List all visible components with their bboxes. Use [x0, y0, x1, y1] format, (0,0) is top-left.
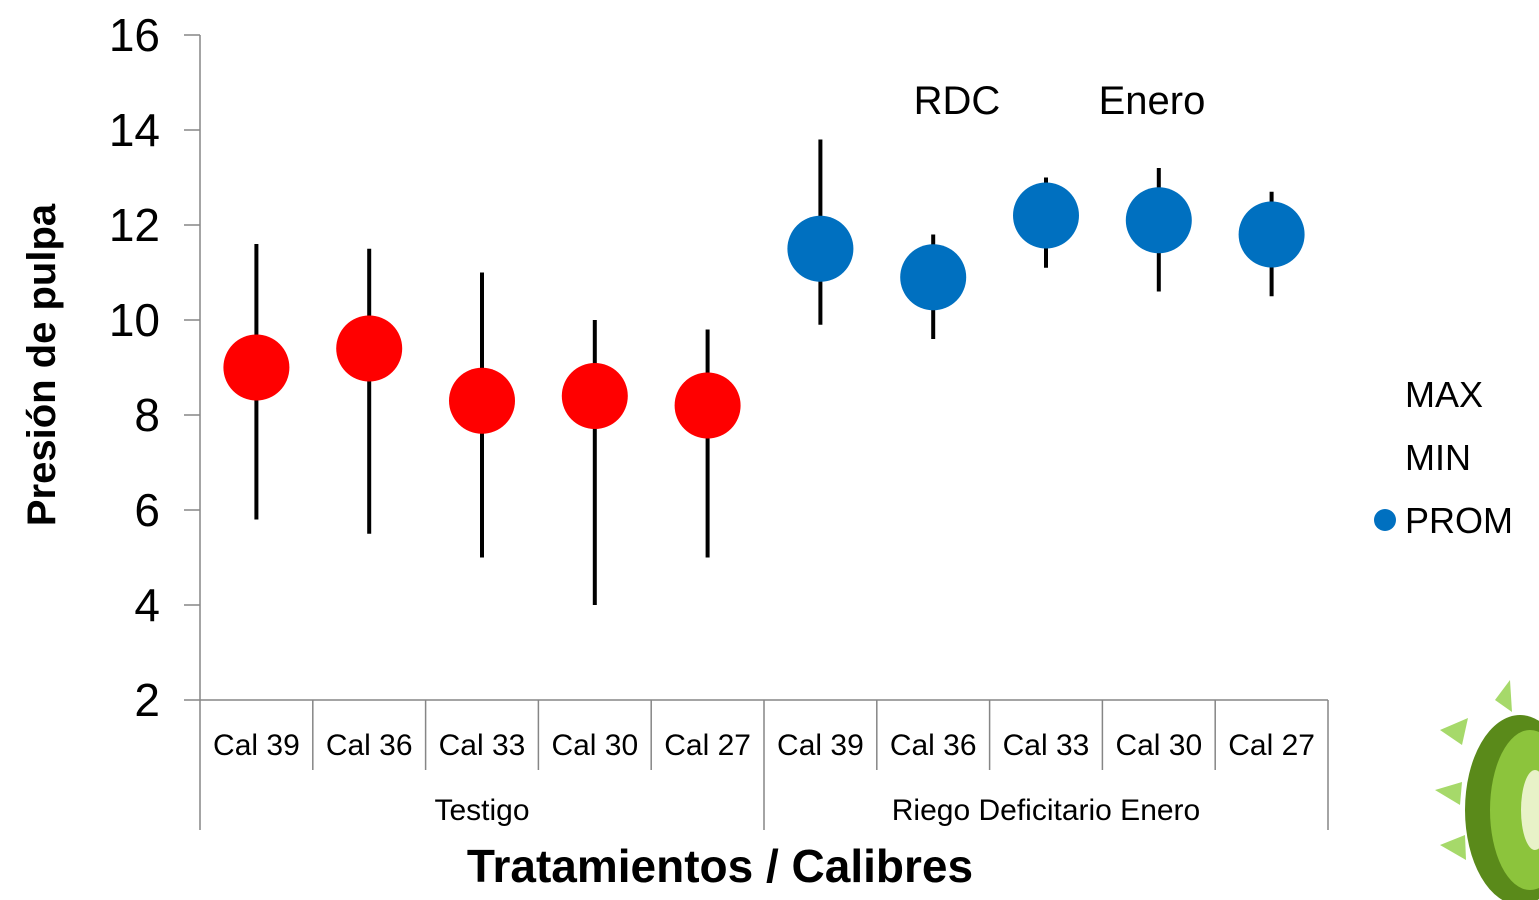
y-tick-label: 14: [109, 104, 160, 156]
x-axis-title: Tratamientos / Calibres: [467, 840, 973, 892]
x-category-label: Cal 33: [1003, 729, 1090, 762]
y-tick-label: 8: [134, 389, 160, 441]
y-axis-title: Presión de pulpa: [20, 203, 64, 526]
x-category-label: Cal 33: [439, 729, 526, 762]
y-tick-label: 12: [109, 199, 160, 251]
prom-point: [449, 367, 515, 434]
x-category-label: Cal 39: [777, 729, 864, 762]
y-tick-label: 6: [134, 484, 160, 536]
legend: MAX MIN PROM: [1374, 374, 1513, 541]
y-tick-label: 4: [134, 579, 160, 631]
prom-point: [1238, 201, 1305, 268]
prom-point: [1125, 187, 1192, 254]
y-tick-label: 2: [134, 674, 160, 726]
x-group-label: Riego Deficitario Enero: [892, 794, 1200, 827]
legend-entry-min: MIN: [1405, 437, 1471, 478]
prom-point: [787, 215, 854, 282]
kiwi-logo: [1435, 680, 1539, 900]
prom-point: [674, 372, 741, 439]
prom-point: [1013, 182, 1079, 249]
prom-point: [561, 363, 628, 429]
x-group-label: Testigo: [434, 794, 529, 827]
annotation-rdc: RDC: [914, 79, 1001, 123]
y-tick-label: 16: [109, 9, 160, 61]
y-tick-label: 10: [109, 294, 160, 346]
x-category-label: Cal 36: [890, 729, 977, 762]
y-axis: 2 4 6 8 10 12 14 16: [109, 9, 201, 726]
plot-area: [223, 139, 1305, 605]
x-category-label: Cal 27: [1228, 729, 1315, 762]
x-category-label: Cal 39: [213, 729, 300, 762]
x-axis: Cal 39 Cal 36 Cal 33 Cal 30 Cal 27 Cal 39 Cal …: [199, 699, 1329, 830]
prom-point: [900, 244, 967, 311]
prom-point: [223, 334, 290, 401]
prom-point: [336, 315, 403, 382]
x-category-label: Cal 30: [551, 729, 638, 762]
annotation-enero: Enero: [1099, 79, 1206, 123]
legend-marker-prom: [1374, 509, 1396, 531]
x-category-label: Cal 36: [326, 729, 413, 762]
x-category-label: Cal 30: [1115, 729, 1202, 762]
legend-entry-prom: PROM: [1405, 500, 1513, 541]
legend-entry-max: MAX: [1405, 374, 1483, 415]
x-category-label: Cal 27: [664, 729, 751, 762]
